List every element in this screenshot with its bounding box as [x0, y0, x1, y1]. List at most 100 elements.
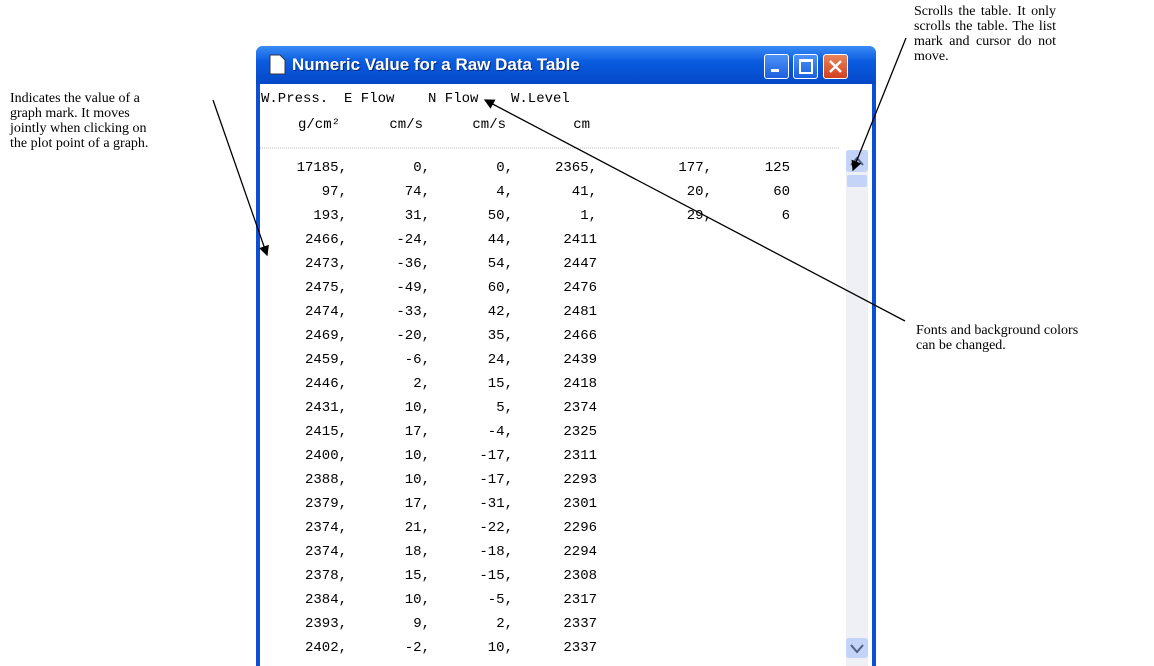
table-cell: 2393, — [305, 616, 347, 632]
table-cell: -24, — [396, 232, 430, 248]
table-cell: 2439 — [563, 352, 597, 368]
table-cell: 2418 — [563, 376, 597, 392]
close-icon — [824, 55, 847, 78]
table-cell: -2, — [405, 640, 430, 656]
minimize-button[interactable] — [764, 54, 789, 79]
table-cell: 2301 — [563, 496, 597, 512]
table-cell: -31, — [479, 496, 513, 512]
table-cell: 2466, — [305, 232, 347, 248]
scrollbar[interactable] — [846, 150, 868, 666]
table-cell: -15, — [479, 568, 513, 584]
annotation: Fonts and background colors can be chang… — [916, 323, 1086, 353]
table-cell: 2431, — [305, 400, 347, 416]
scroll-thumb[interactable] — [847, 175, 867, 187]
table-cell: 2411 — [563, 232, 597, 248]
table-cell: 2446, — [305, 376, 347, 392]
table-cell: 15, — [488, 376, 513, 392]
table-cell: 17185, — [297, 160, 347, 176]
annotation: Scrolls the table. It only scrolls the t… — [914, 4, 1056, 64]
table-cell: -49, — [396, 280, 430, 296]
table-cell: 21, — [405, 520, 430, 536]
table-cell: 2476 — [563, 280, 597, 296]
table-cell: 2296 — [563, 520, 597, 536]
table-cell: 17, — [405, 424, 430, 440]
table-cell: 2469, — [305, 328, 347, 344]
table-cell: 0, — [496, 160, 513, 176]
table-cell: 2337 — [563, 640, 597, 656]
table-cell: 35, — [488, 328, 513, 344]
close-button[interactable] — [823, 54, 848, 79]
table-cell: 54, — [488, 256, 513, 272]
table-cell: 2447 — [563, 256, 597, 272]
table-cell: 125 — [765, 160, 790, 176]
table-cell: -36, — [396, 256, 430, 272]
column-header: W.Level — [511, 91, 570, 107]
table-cell: 60 — [773, 184, 790, 200]
annotation: Indicates the value of a graph mark. It … — [10, 91, 160, 151]
table-cell: 15, — [405, 568, 430, 584]
table-cell: 20, — [687, 184, 712, 200]
table-cell: 10, — [405, 400, 430, 416]
table-cell: 1, — [580, 208, 597, 224]
table-cell: 4, — [496, 184, 513, 200]
table-cell: 2459, — [305, 352, 347, 368]
table-cell: 2402, — [305, 640, 347, 656]
column-unit: cm — [573, 117, 590, 133]
maximize-button[interactable] — [793, 54, 818, 79]
table-cell: 2374, — [305, 520, 347, 536]
table-cell: 2384, — [305, 592, 347, 608]
table-cell: 10, — [405, 472, 430, 488]
table-cell: -18, — [479, 544, 513, 560]
table-cell: -33, — [396, 304, 430, 320]
table-cell: -17, — [479, 472, 513, 488]
column-unit: cm/s — [389, 117, 423, 133]
table-cell: 50, — [488, 208, 513, 224]
table-cell: 42, — [488, 304, 513, 320]
column-unit: cm/s — [472, 117, 506, 133]
table-cell: 10, — [405, 592, 430, 608]
table-cell: 24, — [488, 352, 513, 368]
table-cell: 177, — [678, 160, 712, 176]
table-cell: 17, — [405, 496, 430, 512]
table-cell: 2378, — [305, 568, 347, 584]
table-cell: 2379, — [305, 496, 347, 512]
table-cell: 2365, — [555, 160, 597, 176]
table-cell: 193, — [313, 208, 347, 224]
column-header: E Flow — [344, 91, 395, 107]
table-cell: 2293 — [563, 472, 597, 488]
scroll-down-button[interactable] — [846, 638, 868, 658]
table-cell: -5, — [488, 592, 513, 608]
table-cell: -17, — [479, 448, 513, 464]
table-cell: 2374, — [305, 544, 347, 560]
table-cell: 6 — [782, 208, 790, 224]
table-cell: -22, — [479, 520, 513, 536]
table-cell: 2337 — [563, 616, 597, 632]
table-cell: -20, — [396, 328, 430, 344]
table-cell: 18, — [405, 544, 430, 560]
table-cell: 2325 — [563, 424, 597, 440]
table-cell: 60, — [488, 280, 513, 296]
scroll-up-button[interactable] — [846, 150, 868, 172]
table-cell: 44, — [488, 232, 513, 248]
column-header: W.Press. — [261, 91, 328, 107]
table-cell: 5, — [496, 400, 513, 416]
table-cell: 2473, — [305, 256, 347, 272]
page: Indicates the value of a graph mark. It … — [0, 0, 1154, 656]
table-cell: 2311 — [563, 448, 597, 464]
table-cell: 9, — [413, 616, 430, 632]
title-bar: Numeric Value for a Raw Data Table — [256, 46, 876, 84]
table-cell: 31, — [405, 208, 430, 224]
window-icon — [268, 54, 288, 76]
table-cell: 2, — [496, 616, 513, 632]
table-cell: 2474, — [305, 304, 347, 320]
table-cell: -6, — [405, 352, 430, 368]
table-cell: 2466 — [563, 328, 597, 344]
table-cell: 2475, — [305, 280, 347, 296]
window-title: Numeric Value for a Raw Data Table — [292, 55, 580, 75]
table-cell: 74, — [405, 184, 430, 200]
table-cell: 0, — [413, 160, 430, 176]
table-cell: 2, — [413, 376, 430, 392]
table-cell: 10, — [405, 448, 430, 464]
